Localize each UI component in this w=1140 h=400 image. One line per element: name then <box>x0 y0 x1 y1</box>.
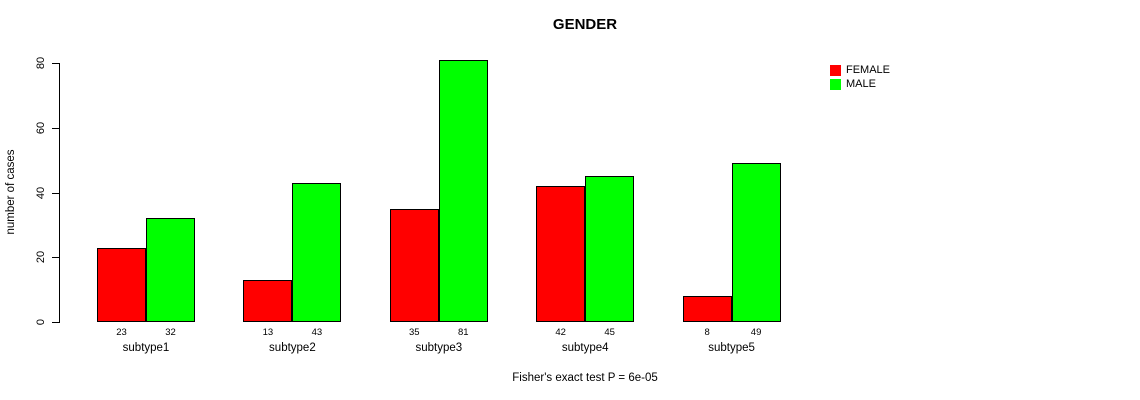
bar-female-subtype5 <box>682 296 732 322</box>
y-tick-label: 40 <box>35 186 47 199</box>
bar-value-label: 35 <box>409 327 420 338</box>
bar-male-subtype1 <box>146 218 195 322</box>
y-tick-mark <box>52 63 59 64</box>
y-axis-title: number of cases <box>5 149 17 235</box>
bar-male-subtype2 <box>292 182 342 322</box>
category-label-subtype2: subtype2 <box>269 342 316 354</box>
bar-value-label: 42 <box>555 327 566 338</box>
bar-value-label: 49 <box>750 327 762 338</box>
y-tick-label: 20 <box>35 251 47 264</box>
bar-value-label: 32 <box>165 327 176 338</box>
caption: Fisher's exact test P = 6e-05 <box>512 372 658 384</box>
category-label-subtype4: subtype4 <box>561 342 609 354</box>
legend-swatch-male <box>830 78 841 90</box>
bar-value-label: 13 <box>262 327 274 338</box>
bar-female-subtype3 <box>389 208 439 322</box>
legend-label: FEMALE <box>846 64 891 76</box>
legend: FEMALE MALE <box>830 63 890 91</box>
bar-female-subtype2 <box>243 279 293 322</box>
bar-male-subtype3 <box>438 59 488 322</box>
y-tick-mark <box>52 128 59 129</box>
bar-male-subtype4 <box>585 176 635 322</box>
category-label-subtype5: subtype5 <box>708 342 755 354</box>
legend-swatch-female <box>830 64 841 76</box>
bar-male-subtype5 <box>731 163 781 322</box>
legend-label: MALE <box>846 78 876 90</box>
y-tick-mark <box>52 257 59 258</box>
bar-value-label: 81 <box>458 327 469 338</box>
y-tick-label: 60 <box>35 121 47 134</box>
category-label-subtype1: subtype1 <box>122 342 170 354</box>
y-tick-label: 0 <box>35 318 47 326</box>
bar-value-label: 43 <box>311 327 323 338</box>
bar-value-label: 45 <box>604 327 615 338</box>
y-axis-line <box>59 63 60 323</box>
y-tick-mark <box>52 322 59 323</box>
bar-female-subtype1 <box>97 247 146 322</box>
category-label-subtype3: subtype3 <box>415 342 463 354</box>
y-tick-mark <box>52 193 59 194</box>
legend-row-male: MALE <box>830 77 890 91</box>
y-tick-label: 80 <box>35 56 47 70</box>
legend-row-female: FEMALE <box>830 63 890 77</box>
bar-value-label: 8 <box>704 327 710 338</box>
bar-value-label: 23 <box>116 327 127 338</box>
chart-title: GENDER <box>552 16 618 33</box>
bar-female-subtype4 <box>536 186 586 322</box>
